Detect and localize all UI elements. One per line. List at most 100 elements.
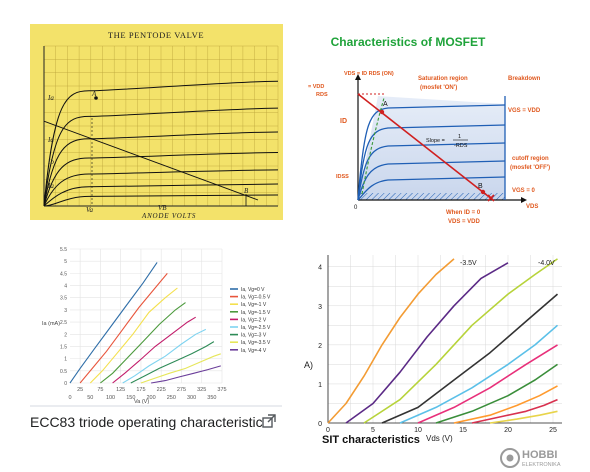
mosfet-point-a-dot (379, 109, 385, 115)
pentode-x-mark-1: Va (86, 206, 94, 214)
mosfet-point-b-dot (480, 189, 486, 195)
sit-series-line (417, 344, 558, 424)
triode-x-tick-bottom: 200 (146, 395, 155, 401)
mosfet-point-b-label: B (478, 183, 483, 190)
sit-chart-panel: 0 1 2 3 4 0 5 10 15 20 25 A) SIT characteristics V… (300, 245, 570, 448)
sit-x-tick: 0 (326, 427, 330, 434)
sit-series-line (489, 410, 558, 424)
mosfet-x-arrow (521, 197, 527, 203)
pentode-chart-panel: THE PENTODE VALVE Ia Ia Ib Ia Va VB ANOD… (30, 24, 283, 220)
triode-series-line (89, 287, 178, 384)
mosfet-vgs-curve (357, 142, 506, 201)
sit-x-tick: 10 (414, 427, 422, 434)
triode-legend-label: Ia, Vg=-3.5 V (241, 340, 271, 346)
triode-series-line (112, 316, 196, 384)
triode-x-tick-bottom: 350 (207, 395, 216, 401)
triode-y-tick: 5 (64, 259, 67, 265)
triode-x-tick-top: 25 (77, 387, 83, 393)
sit-y-label: A) (304, 360, 313, 370)
mosfet-cutoff-sub: (mosfet 'OFF') (510, 165, 550, 171)
pentode-load-line (43, 120, 259, 201)
pentode-curve (43, 131, 279, 207)
mosfet-cutoff-label: cutoff region (512, 156, 549, 162)
mosfet-chart: Characteristics of MOSFET VDS = ID RDS (… (308, 35, 550, 225)
triode-x-tick-bottom: 250 (167, 395, 176, 401)
triode-legend-label: Ia, Vg=-4 V (241, 348, 267, 354)
sit-series-line (435, 363, 558, 424)
sit-chart: 0 1 2 3 4 0 5 10 15 20 25 A) SIT characteristics V… (304, 255, 562, 446)
pentode-curve (43, 194, 279, 207)
sit-series-line (399, 324, 559, 424)
triode-x-tick-top: 125 (116, 387, 125, 393)
triode-caption[interactable]: ECC83 triode operating characteristic (30, 414, 263, 430)
pentode-point-a-dot (94, 96, 98, 100)
pentode-curve (43, 107, 279, 207)
sit-y-tick: 3 (318, 304, 322, 311)
sit-curve-label-1: -3.5V (460, 260, 477, 267)
mosfet-slope-den: -RDS (454, 143, 468, 149)
external-link-icon[interactable] (262, 414, 276, 428)
mosfet-x-label: VDS (526, 204, 538, 210)
triode-series-line (140, 353, 221, 384)
sit-x-tick: 15 (459, 427, 467, 434)
sit-y-tick: 0 (318, 421, 322, 428)
mosfet-saturation-sub: (mosfet 'ON') (420, 85, 457, 91)
sit-curve-label-2: -4.0V (538, 260, 555, 267)
mosfet-y-arrow (355, 74, 361, 80)
pentode-curve (43, 169, 279, 207)
triode-x-tick-top: 225 (157, 387, 166, 393)
mosfet-point-a-label: A (383, 101, 388, 108)
triode-legend-label: Ia, Vg=-2 V (241, 317, 267, 323)
pentode-x-mark-2: VB (158, 204, 167, 212)
sit-x-tick: 25 (549, 427, 557, 434)
triode-series-line (100, 302, 186, 384)
pentode-point-a: A (91, 90, 97, 98)
triode-x-tick-top: 375 (217, 387, 226, 393)
mosfet-slope-num: 1 (458, 134, 461, 140)
triode-x-tick-bottom: 100 (106, 395, 115, 401)
mosfet-vgs-curve (357, 104, 506, 201)
triode-x-tick-top: 275 (177, 387, 186, 393)
triode-legend-label: Ia, Vg=0 V (241, 287, 265, 293)
mosfet-title: Characteristics of MOSFET (331, 35, 486, 49)
logo-text: HOBBI (522, 449, 557, 461)
sit-series-line (327, 258, 455, 424)
pentode-title: THE PENTODE VALVE (108, 30, 204, 40)
mosfet-y-label: ID (340, 118, 347, 125)
mosfet-x-mark (487, 194, 495, 202)
triode-y-tick: 2.5 (60, 320, 67, 326)
triode-x-tick-bottom: 0 (68, 395, 71, 401)
mosfet-when-label-1: When ID = 0 (446, 210, 481, 216)
triode-y-tick: 1 (64, 357, 67, 363)
triode-y-tick: 4.5 (60, 271, 67, 277)
triode-legend-label: Ia, Vg=-0.5 V (241, 295, 271, 301)
triode-x-tick-bottom: 50 (87, 395, 93, 401)
triode-legend-label: Ia, Vg=-1 V (241, 302, 267, 308)
triode-series-line (151, 365, 221, 384)
triode-series-line (69, 262, 158, 384)
mosfet-saturation-label: Saturation region (418, 76, 468, 82)
triode-series-line (130, 341, 215, 384)
mosfet-ohmic-boundary (361, 97, 385, 195)
mosfet-when-label-2: VDS = VDD (448, 219, 481, 225)
mosfet-breakdown-label: Breakdown (508, 76, 541, 82)
sit-y-tick: 4 (318, 265, 322, 272)
sit-series-line (363, 258, 558, 424)
triode-y-tick: 1.5 (60, 344, 67, 350)
triode-y-tick: 0.5 (60, 369, 67, 375)
mosfet-vgs-curve (357, 176, 506, 201)
triode-x-tick-top: 75 (97, 387, 103, 393)
triode-x-tick-bottom: 300 (187, 395, 196, 401)
pentode-x-label: ANODE VOLTS (141, 212, 196, 220)
triode-chart: 0 0.5 1 1.5 2 2.5 3 3.5 4 4.5 5 5.5 25 75 125 175 225 275… (42, 247, 271, 405)
sit-x-tick: 20 (504, 427, 512, 434)
mosfet-idss-label: IDSS (336, 174, 349, 180)
caption-divider (30, 405, 282, 407)
sit-y-tick: 2 (318, 343, 322, 350)
sit-series-line (345, 262, 509, 424)
triode-y-tick: 4 (64, 284, 67, 290)
pentode-curve (43, 183, 279, 207)
triode-y-tick: 5.5 (60, 247, 67, 253)
triode-y-tick: 2 (64, 332, 67, 338)
triode-legend-label: Ia, Vg=-2.5 V (241, 325, 271, 331)
